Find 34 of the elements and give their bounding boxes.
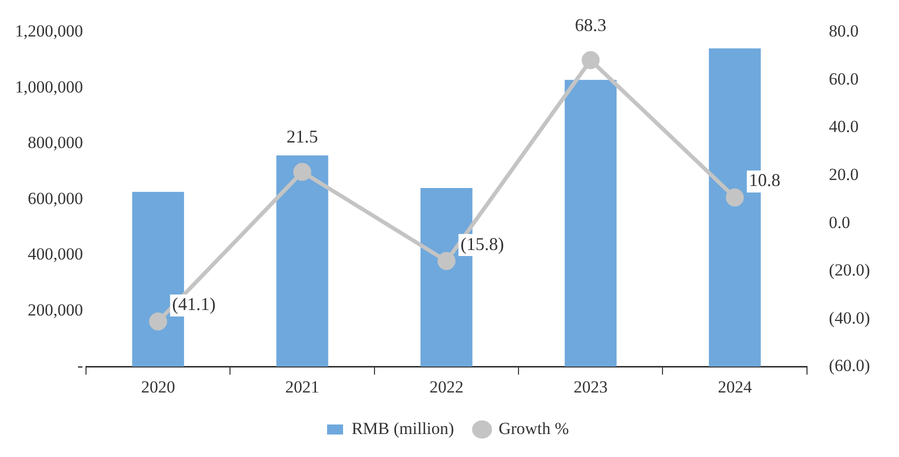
point bbox=[293, 162, 312, 181]
point bbox=[149, 312, 168, 330]
y2-tick-label: (60.0) bbox=[828, 356, 870, 376]
y2-tick-label: (40.0) bbox=[828, 308, 870, 328]
point bbox=[582, 51, 600, 70]
point bbox=[437, 252, 456, 270]
y-tick-label: 1,000,000 bbox=[15, 77, 83, 96]
y2-tick-label: 80.0 bbox=[828, 22, 859, 41]
bar bbox=[564, 80, 617, 367]
x-tick-label: 2021 bbox=[285, 377, 320, 396]
data-label: (15.8) bbox=[460, 234, 504, 254]
y2-tick-label: 20.0 bbox=[828, 164, 859, 184]
point bbox=[726, 188, 744, 206]
x-tick-label: 2024 bbox=[718, 377, 752, 396]
y-tick-label: - bbox=[77, 356, 84, 376]
x-tick-label: 2022 bbox=[429, 377, 464, 396]
y-tick-label: 600,000 bbox=[28, 188, 83, 208]
y-tick-label: 800,000 bbox=[28, 133, 83, 152]
legend-label: RMB (million) bbox=[352, 418, 454, 438]
y2-tick-label: (20.0) bbox=[828, 260, 870, 280]
data-label: 10.8 bbox=[748, 170, 780, 190]
bar bbox=[276, 155, 328, 367]
data-label: (41.1) bbox=[172, 294, 216, 314]
x-tick-label: 2023 bbox=[574, 377, 608, 396]
data-label: 21.5 bbox=[286, 126, 318, 147]
y2-tick-label: 0.0 bbox=[828, 212, 850, 232]
y-tick-label: 200,000 bbox=[28, 300, 83, 320]
y2-tick-label: 60.0 bbox=[828, 69, 859, 88]
data-label: 68.3 bbox=[574, 14, 606, 35]
y-tick-label: 1,200,000 bbox=[15, 22, 83, 41]
y2-tick-label: 40.0 bbox=[828, 117, 859, 136]
y-tick-label: 400,000 bbox=[28, 244, 83, 264]
x-tick-label: 2020 bbox=[141, 377, 176, 396]
legend-label: Growth % bbox=[498, 418, 569, 438]
